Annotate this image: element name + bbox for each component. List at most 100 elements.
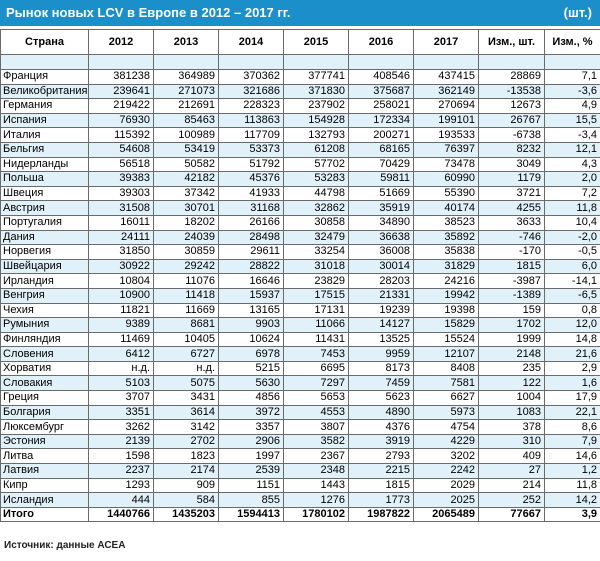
value-cell: 44798	[283, 185, 349, 202]
country-cell: Польша	[0, 171, 89, 187]
value-cell: 117709	[218, 127, 284, 143]
value-cell: 22,1	[544, 404, 600, 421]
value-cell: 77667	[478, 506, 545, 523]
country-cell: Румыния	[0, 317, 89, 333]
value-cell: 13165	[218, 302, 284, 319]
value-cell: 3582	[283, 433, 349, 450]
value-cell: 9903	[218, 317, 284, 333]
value-cell: 2242	[413, 463, 479, 479]
value-cell: 12673	[478, 98, 545, 114]
value-cell: 228323	[218, 98, 284, 114]
value-cell: 15829	[413, 317, 479, 333]
column-header: Страна	[0, 29, 89, 55]
value-cell: 437415	[413, 69, 479, 85]
value-cell: 5973	[413, 404, 479, 421]
value-cell: 30701	[153, 200, 219, 216]
value-cell: 2,0	[544, 171, 600, 187]
table-row: Чехия 11821 11669 13165 17131 19239 19398 159 0,…	[0, 302, 600, 319]
value-cell: -3987	[478, 273, 545, 289]
value-cell: 1702	[478, 317, 545, 333]
table-row: Финляндия 11469 10405 10624 11431 13525 15524 1…	[0, 331, 600, 348]
value-cell: 54608	[88, 141, 154, 158]
value-cell: 370362	[218, 69, 284, 85]
value-cell: 2174	[153, 463, 219, 479]
value-cell: 10405	[153, 331, 219, 348]
value-cell: 3351	[88, 404, 154, 421]
value-cell: 11076	[153, 273, 219, 289]
value-cell: 3,9	[544, 506, 600, 523]
value-cell: 31850	[88, 244, 154, 260]
value-cell: 21331	[348, 287, 414, 304]
value-cell: 3919	[348, 433, 414, 450]
value-cell: 12107	[413, 346, 479, 362]
value-cell: 31508	[88, 200, 154, 216]
table-row: Великобритания 239641 271073 321686 371830 37…	[0, 83, 600, 100]
value-cell: 73478	[413, 156, 479, 173]
value-cell: 2065489	[413, 506, 479, 523]
value-cell: 5653	[283, 390, 349, 406]
value-cell: 235	[478, 360, 545, 377]
table-row: Дания 24111 24039 28498 32479 36638 35892 -746-…	[0, 229, 600, 246]
value-cell: 3972	[218, 404, 284, 421]
value-cell: 16646	[218, 273, 284, 289]
table-row: Венгрия 10900 11418 15937 17515 21331 19942 -13…	[0, 287, 600, 304]
value-cell: 1,6	[544, 375, 600, 392]
value-cell: 362149	[413, 83, 479, 100]
header-row: Страна 2012 2013 2014 2015 2016 2017 Изм., шт. И…	[0, 29, 600, 55]
value-cell: 29242	[153, 258, 219, 275]
value-cell: 2906	[218, 433, 284, 450]
value-cell: 17515	[283, 287, 349, 304]
value-cell: 409	[478, 448, 545, 465]
value-cell: 1815	[478, 258, 545, 275]
value-cell: 14,6	[544, 448, 600, 465]
country-cell: Швейцария	[0, 258, 89, 275]
value-cell: 1594413	[218, 506, 284, 523]
value-cell: 270694	[413, 98, 479, 114]
value-cell: 2237	[88, 463, 154, 479]
value-cell: 6727	[153, 346, 219, 362]
value-cell: 364989	[153, 69, 219, 85]
value-cell: 381238	[88, 69, 154, 85]
value-cell: 9389	[88, 317, 154, 333]
value-cell: 23829	[283, 273, 349, 289]
table-row: Португалия 16011 18202 26166 30858 34890 38523…	[0, 214, 600, 231]
value-cell: 2148	[478, 346, 545, 362]
country-cell: Литва	[0, 448, 89, 465]
country-cell: Германия	[0, 98, 89, 114]
table-row: Швеция 39303 37342 41933 44798 51669 55390 3721…	[0, 185, 600, 202]
value-cell: 7,2	[544, 185, 600, 202]
value-cell: 4229	[413, 433, 479, 450]
value-cell: 1179	[478, 171, 545, 187]
value-cell: 35892	[413, 229, 479, 246]
value-cell: 11821	[88, 302, 154, 319]
value-cell: 28869	[478, 69, 545, 85]
table-row: Эстония 2139 2702 2906 3582 3919 4229 310 7,9	[0, 433, 600, 450]
value-cell: 11469	[88, 331, 154, 348]
value-cell: 1823	[153, 448, 219, 465]
value-cell: 60990	[413, 171, 479, 187]
table-body: Франция 381238 364989 370362 377741 408546 437…	[0, 54, 600, 523]
value-cell: 1780102	[283, 506, 349, 523]
value-cell: -3,4	[544, 127, 600, 143]
table-row: Словения 6412 6727 6978 7453 9959 12107 2148 21,…	[0, 346, 600, 362]
value-cell: 159	[478, 302, 545, 319]
table-row: Ирландия 10804 11076 16646 23829 28203 24216 -3…	[0, 273, 600, 289]
value-cell: -13538	[478, 83, 545, 100]
value-cell: 378	[478, 419, 545, 435]
value-cell: 38523	[413, 214, 479, 231]
country-cell: Бельгия	[0, 141, 89, 158]
country-cell: Эстония	[0, 433, 89, 450]
value-cell: 154928	[283, 112, 349, 129]
value-cell: 76930	[88, 112, 154, 129]
value-cell: 21,6	[544, 346, 600, 362]
country-cell: Швеция	[0, 185, 89, 202]
value-cell: -3,6	[544, 83, 600, 100]
value-cell: 1598	[88, 448, 154, 465]
value-cell: 855	[218, 492, 284, 508]
country-cell: Австрия	[0, 200, 89, 216]
value-cell: 50582	[153, 156, 219, 173]
value-cell: -1389	[478, 287, 545, 304]
value-cell: -6,5	[544, 287, 600, 304]
country-cell: Великобритания	[0, 83, 89, 100]
value-cell: 53283	[283, 171, 349, 187]
